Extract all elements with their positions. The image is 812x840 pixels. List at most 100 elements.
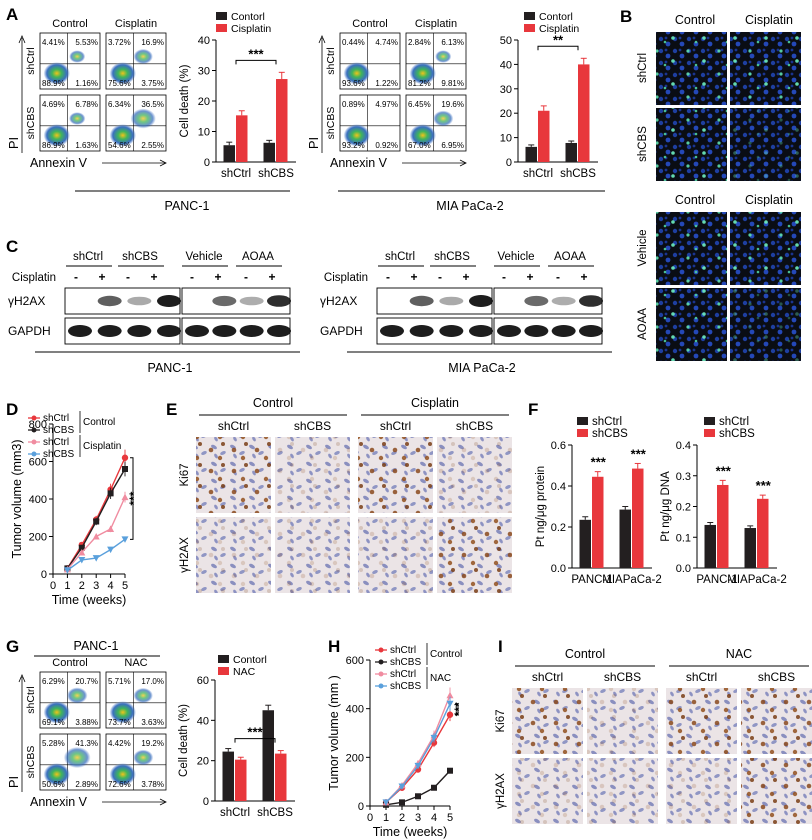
panel-c-mia-band [579, 325, 603, 337]
panel-f-left-y-tick-label: 0.0 [551, 563, 566, 575]
panel-d-x-tick-label: 5 [122, 580, 128, 592]
panel-e-col-label: shCBS [456, 419, 493, 433]
panel-g-quadrant-value: 4.42% [108, 739, 131, 748]
panel-a-mia-quadrant-value: 0.92% [375, 141, 398, 150]
panel-h-point [414, 762, 422, 770]
panel-d-point [122, 466, 128, 472]
panel-e-group-label: Cisplatin [411, 396, 459, 410]
panel-d-point [121, 454, 129, 461]
panel-a-mia-bar-legend-label: Contorl [539, 11, 573, 23]
panel-a-panc-bar-legend-swatch [216, 12, 227, 20]
panel-d-significance: *** [127, 491, 141, 505]
panel-h-y-tick-label: 0 [358, 801, 364, 813]
panel-d-series-line [66, 457, 126, 569]
panel-h-point [398, 783, 406, 791]
panel-c-panc-group-label: AOAA [242, 251, 274, 263]
panel-f-left-x-tick-label: PANC-1 [571, 574, 612, 586]
panel-a-mia-bar-bar [578, 64, 590, 162]
panel-a-panc-bar-y-tick-label: 20 [198, 96, 210, 108]
panel-a-mia-bar-bar [565, 142, 577, 162]
panel-a-panc-apoptotic-blob [69, 50, 86, 63]
panel-c-mia-treatment-sign: + [580, 270, 587, 284]
panel-g-bar-sig-bracket [234, 738, 276, 743]
panel-a-panc-population-blob [43, 62, 70, 85]
panel-g-cell-label: PANC-1 [74, 639, 119, 653]
panel-a-panc-quadrant-value: 3.72% [108, 38, 131, 47]
panel-c-panc-treatment-sign: - [244, 270, 248, 284]
panel-g-quadrant-value: 2.89% [75, 780, 98, 789]
panel-a-mia-bar-y-tick-label: 40 [500, 59, 512, 71]
panel-h-x-axis-title: Time (weeks) [373, 825, 448, 839]
panel-f-right-y-tick-label: 0.0 [676, 563, 691, 575]
panel-c-mia-band [579, 295, 603, 307]
panel-b-bottom-positive-cells [730, 288, 801, 361]
panel-g-x-arrowhead [159, 798, 167, 806]
panel-e-stain-overlay [196, 517, 271, 593]
panel-d-point [78, 548, 86, 556]
panel-a-mia-bar-legend-swatch [524, 12, 535, 20]
panel-letter-G: G [6, 637, 19, 656]
panel-a-mia-bar-y-tick-label: 50 [500, 35, 512, 47]
panel-d-point [92, 533, 100, 540]
panel-f-right-significance: *** [716, 463, 732, 478]
panel-h-legend-marker [378, 671, 384, 677]
panel-c-panc-band [267, 295, 291, 307]
panel-g-bar-x-tick-label: shCtrl [220, 807, 250, 819]
panel-d-y-tick-label: 600 [29, 457, 47, 469]
panel-a-mia-quadrant-value: 93.6% [342, 79, 365, 88]
panel-a-panc-row-label: shCBS [25, 107, 37, 140]
panel-a-mia-quadrant-value: 67.0% [408, 141, 431, 150]
panel-a-mia-quadrant-value: 81.2% [408, 79, 431, 88]
panel-c-mia-band [409, 295, 434, 307]
panel-a-panc-quadrant-value: 16.9% [141, 38, 164, 47]
panel-a-panc-y-arrowhead [18, 34, 26, 44]
panel-a-panc-bar-bar [223, 145, 235, 162]
panel-a-panc-apoptotic-blob [68, 112, 86, 125]
panel-h-y-tick-label: 400 [346, 704, 364, 716]
panel-a-mia-bar-legend-label: Cisplatin [539, 23, 579, 35]
panel-g-apoptotic-blob [133, 749, 154, 766]
panel-a-mia-quadrant-value: 93.2% [342, 141, 365, 150]
panel-c-mia-group-label: Vehicle [497, 251, 534, 263]
panel-a-panc-cell-label: PANC-1 [165, 199, 210, 213]
panel-a-panc-quadrant-value: 1.63% [75, 141, 98, 150]
panel-c-panc-band [157, 325, 181, 337]
panel-i-group-label: Control [565, 647, 605, 661]
panel-a-panc-bar-y-tick-label: 0 [204, 157, 210, 169]
panel-c-mia-treatment-sign: - [502, 270, 506, 284]
panel-a-mia-bar-x-tick-label: shCBS [560, 168, 596, 180]
panel-g-quadrant-value: 72.6% [108, 780, 131, 789]
panel-d-point [63, 567, 71, 574]
panel-letter-E: E [166, 400, 177, 419]
panel-letter-I: I [498, 637, 503, 656]
panel-f-left-x-tick-label: MIAPaCa-2 [602, 574, 661, 586]
panel-d-point [107, 525, 115, 532]
panel-b-bottom-positive-cells [730, 212, 801, 285]
panel-e-col-label: shCBS [294, 419, 331, 433]
panel-f-right-y-axis-title: Pt ng/μg DNA [660, 471, 672, 542]
panel-h-series-line [385, 770, 451, 806]
panel-i-stain-overlay [587, 758, 658, 824]
panel-f-left-y-axis-title: Pt ng/μg protein [535, 466, 547, 547]
panel-d-legend-group: Cisplatin [83, 441, 121, 452]
panel-a-panc-y-axis-label: PI [6, 137, 21, 149]
panel-g-row-label: shCBS [25, 746, 37, 779]
panel-a-panc-population-blob [109, 62, 136, 85]
panel-i-stain-overlay [666, 758, 737, 824]
panel-b-bottom-row-label: Vehicle [637, 229, 649, 266]
panel-d-point [121, 536, 129, 543]
panel-c-panc-band [212, 325, 237, 337]
panel-h-x-tick-label: 2 [399, 812, 405, 824]
panel-h-point [431, 784, 437, 791]
panel-c-mia-band [380, 325, 404, 337]
panel-c-panc-treatment-sign: - [74, 270, 78, 284]
panel-f-right-y-tick-label: 0.1 [676, 532, 691, 544]
panel-h-legend-label: shCtrl [390, 669, 416, 680]
panel-e-stain-overlay [358, 437, 433, 513]
panel-f-right-bar [744, 528, 756, 568]
panel-a-panc-bar-bar [236, 115, 248, 162]
panel-b-top-positive-cells [730, 108, 801, 181]
panel-f-right-y-tick-label: 0.2 [676, 502, 691, 514]
panel-a-panc-bar-sig-bracket [235, 59, 277, 65]
